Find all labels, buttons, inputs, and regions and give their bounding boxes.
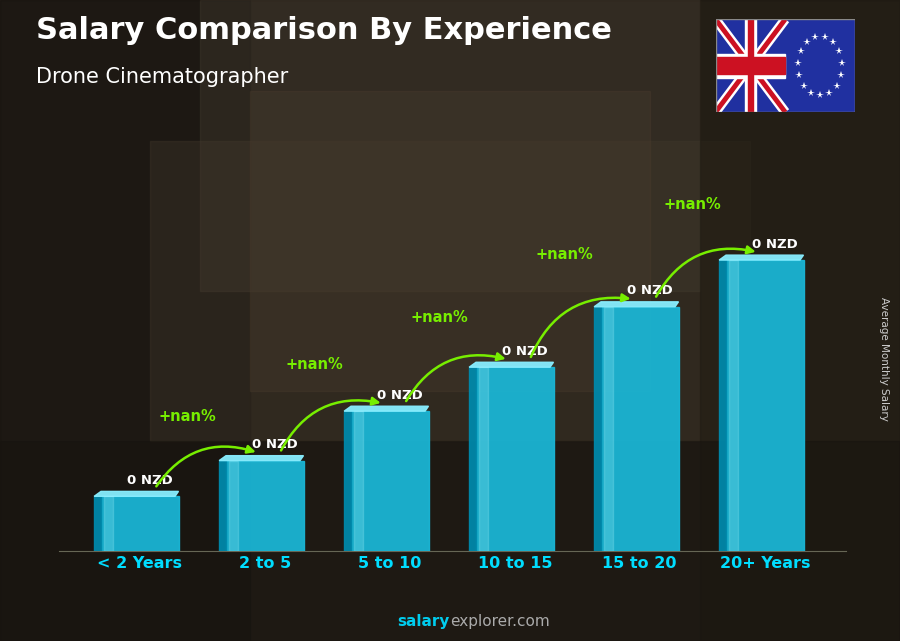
Bar <box>479 367 488 551</box>
Bar <box>354 411 363 551</box>
Bar <box>748 19 753 112</box>
Bar <box>476 367 554 551</box>
Polygon shape <box>594 307 601 551</box>
Text: explorer.com: explorer.com <box>450 615 550 629</box>
Polygon shape <box>94 496 101 551</box>
Polygon shape <box>469 362 554 367</box>
Bar <box>601 307 679 551</box>
Bar <box>716 54 785 78</box>
Text: 0 NZD: 0 NZD <box>627 285 672 297</box>
Bar <box>104 496 112 551</box>
Polygon shape <box>594 302 679 307</box>
Text: Average Monthly Salary: Average Monthly Salary <box>878 297 889 421</box>
Bar <box>729 260 738 551</box>
Text: +nan%: +nan% <box>286 356 344 372</box>
Polygon shape <box>344 406 428 411</box>
Polygon shape <box>344 411 351 551</box>
Text: 0 NZD: 0 NZD <box>502 345 547 358</box>
Text: +nan%: +nan% <box>663 197 721 212</box>
Text: Salary Comparison By Experience: Salary Comparison By Experience <box>36 16 612 45</box>
Bar <box>0 0 250 641</box>
Bar <box>700 0 900 641</box>
Text: +nan%: +nan% <box>158 409 216 424</box>
Text: +nan%: +nan% <box>411 310 469 325</box>
Bar <box>0 441 900 641</box>
Polygon shape <box>94 492 178 496</box>
Text: 0 NZD: 0 NZD <box>127 474 173 487</box>
Text: 0 NZD: 0 NZD <box>377 389 423 402</box>
Bar <box>351 411 428 551</box>
Polygon shape <box>469 367 476 551</box>
Polygon shape <box>719 255 804 260</box>
Bar <box>200 0 700 291</box>
Bar <box>230 461 238 551</box>
Bar <box>726 260 804 551</box>
Polygon shape <box>719 260 726 551</box>
Bar <box>250 91 650 391</box>
Text: +nan%: +nan% <box>536 247 594 262</box>
Bar <box>101 496 178 551</box>
Bar <box>745 19 756 112</box>
Text: Drone Cinematographer: Drone Cinematographer <box>36 67 288 87</box>
Text: 0 NZD: 0 NZD <box>752 238 797 251</box>
Text: salary: salary <box>398 615 450 629</box>
Bar <box>604 307 613 551</box>
Bar <box>226 461 303 551</box>
Polygon shape <box>219 456 303 461</box>
Bar <box>716 57 785 74</box>
Polygon shape <box>219 461 226 551</box>
Text: 0 NZD: 0 NZD <box>252 438 298 451</box>
Bar <box>150 141 750 441</box>
